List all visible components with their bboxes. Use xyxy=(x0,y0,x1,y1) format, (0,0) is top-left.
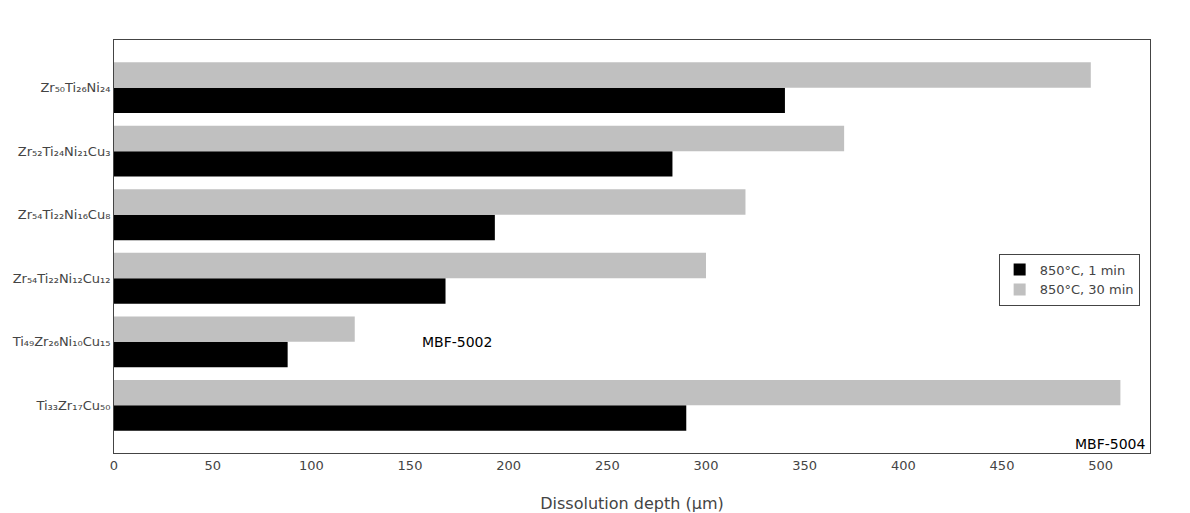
svg-text:400: 400 xyxy=(891,458,916,473)
svg-text:200: 200 xyxy=(496,458,521,473)
svg-text:Zr₅₄Ti₂₂Ni₁₆Cu₈: Zr₅₄Ti₂₂Ni₁₆Cu₈ xyxy=(18,207,111,222)
svg-text:Ti₄₉Zr₂₆Ni₁₀Cu₁₅: Ti₄₉Zr₂₆Ni₁₀Cu₁₅ xyxy=(12,334,111,349)
svg-text:Dissolution depth (μm): Dissolution depth (μm) xyxy=(540,494,723,513)
svg-text:450: 450 xyxy=(990,458,1015,473)
svg-text:500: 500 xyxy=(1088,458,1113,473)
svg-text:Zr₅₄Ti₂₂Ni₁₂Cu₁₂: Zr₅₄Ti₂₂Ni₁₂Cu₁₂ xyxy=(13,271,111,286)
svg-text:100: 100 xyxy=(299,458,324,473)
svg-text:MBF-5002: MBF-5002 xyxy=(422,334,492,350)
svg-text:350: 350 xyxy=(792,458,817,473)
svg-text:850°C, 30 min: 850°C, 30 min xyxy=(1040,282,1134,297)
svg-text:Ti₃₃Zr₁₇Cu₅₀: Ti₃₃Zr₁₇Cu₅₀ xyxy=(35,398,110,413)
svg-text:0: 0 xyxy=(110,458,118,473)
svg-text:150: 150 xyxy=(398,458,423,473)
svg-text:850°C, 1 min: 850°C, 1 min xyxy=(1040,263,1126,278)
svg-text:300: 300 xyxy=(694,458,719,473)
svg-text:MBF-5004: MBF-5004 xyxy=(1075,436,1146,452)
svg-text:Zr₅₂Ti₂₄Ni₂₁Cu₃: Zr₅₂Ti₂₄Ni₂₁Cu₃ xyxy=(18,144,111,159)
svg-text:50: 50 xyxy=(204,458,221,473)
svg-text:250: 250 xyxy=(595,458,620,473)
svg-text:Zr₅₀Ti₂₆Ni₂₄: Zr₅₀Ti₂₆Ni₂₄ xyxy=(40,80,110,95)
